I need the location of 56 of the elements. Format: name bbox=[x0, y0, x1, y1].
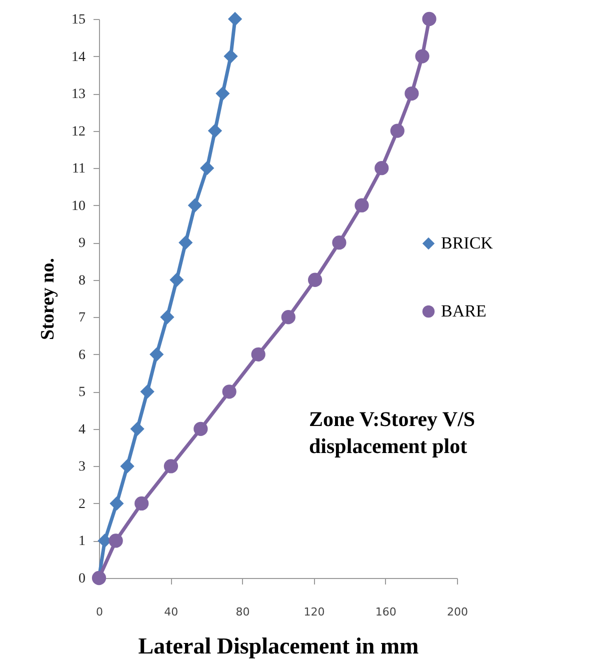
x-axis-title: Lateral Displacement in mm bbox=[138, 634, 419, 658]
point bbox=[178, 236, 193, 250]
point bbox=[108, 534, 123, 548]
y-tick-label: 0 bbox=[78, 572, 86, 586]
point bbox=[110, 496, 124, 511]
y-tick-label: 1 bbox=[78, 534, 86, 550]
y-tick-label: 11 bbox=[72, 162, 86, 177]
y-tick-label: 3 bbox=[78, 460, 86, 475]
y-tick-label: 4 bbox=[78, 422, 86, 438]
y-tick-label: 9 bbox=[78, 236, 86, 252]
point bbox=[120, 459, 134, 474]
point bbox=[208, 124, 222, 138]
y-tick-label: 12 bbox=[72, 124, 86, 140]
point bbox=[216, 86, 230, 101]
point bbox=[130, 422, 144, 436]
x-tick-label: 160 bbox=[375, 606, 396, 618]
point bbox=[281, 310, 296, 324]
point bbox=[194, 422, 208, 436]
legend-label: BRICK bbox=[441, 234, 494, 252]
point bbox=[422, 12, 436, 26]
point bbox=[374, 161, 389, 176]
point bbox=[404, 86, 419, 101]
y-tick-label: 14 bbox=[72, 50, 86, 65]
y-tick-label: 15 bbox=[72, 12, 86, 28]
y-tick-label: 13 bbox=[72, 87, 86, 102]
point bbox=[164, 459, 178, 474]
point bbox=[224, 49, 238, 64]
point bbox=[251, 347, 266, 362]
x-tick-label: 80 bbox=[236, 606, 250, 618]
point bbox=[222, 384, 236, 399]
point bbox=[134, 496, 149, 511]
x-tick-label: 200 bbox=[447, 606, 468, 618]
point bbox=[390, 124, 404, 138]
point bbox=[415, 49, 430, 64]
point bbox=[354, 198, 369, 212]
point bbox=[200, 160, 214, 176]
y-tick-label: 7 bbox=[78, 310, 86, 326]
point bbox=[188, 198, 202, 212]
y-tick-label: 6 bbox=[78, 348, 86, 363]
x-tick-label: 40 bbox=[164, 606, 178, 618]
point bbox=[170, 272, 184, 287]
y-tick-label: 2 bbox=[78, 496, 86, 512]
point bbox=[140, 384, 154, 399]
y-tick-label: 8 bbox=[78, 273, 86, 288]
point bbox=[160, 310, 174, 324]
point bbox=[308, 272, 322, 287]
point bbox=[332, 236, 346, 250]
y-tick-label: 5 bbox=[78, 385, 86, 400]
x-tick-label: 120 bbox=[304, 606, 325, 618]
y-axis-title: Storey no. bbox=[38, 258, 58, 340]
annotation: Zone V:Storey V/S displacement plot bbox=[309, 407, 476, 458]
point bbox=[228, 12, 242, 26]
y-tick-label: 10 bbox=[72, 198, 86, 214]
legend-label: BARE bbox=[441, 302, 486, 320]
x-tick-label: 0 bbox=[96, 606, 103, 618]
point bbox=[150, 347, 164, 362]
